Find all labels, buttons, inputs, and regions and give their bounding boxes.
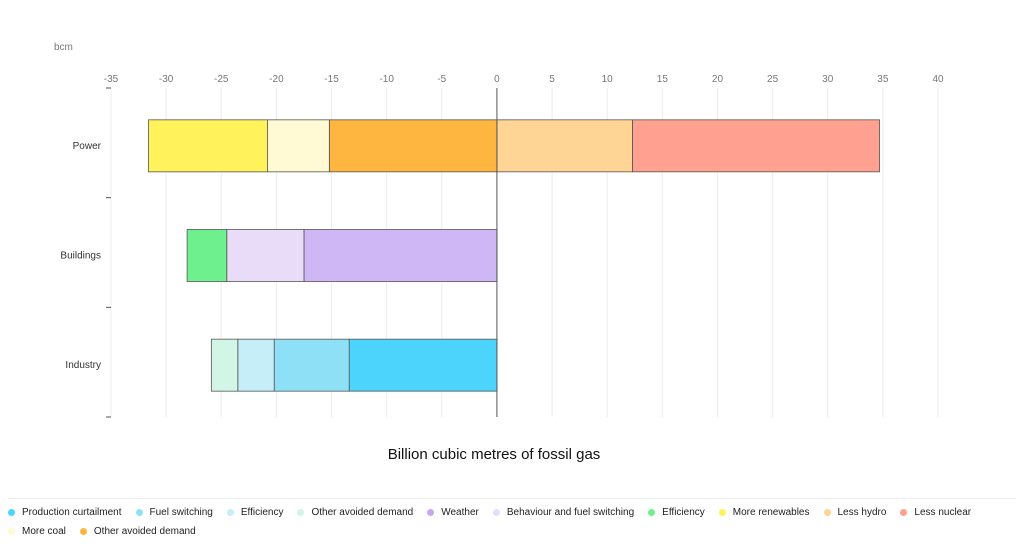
bar-segment — [273, 338, 350, 392]
legend-label: Fuel switching — [149, 506, 213, 518]
x-tick-label: 20 — [712, 74, 724, 85]
legend-item: Production curtailment — [8, 506, 122, 518]
legend-swatch — [900, 508, 908, 516]
bar-segment — [303, 229, 498, 282]
legend-item: Other avoided demand — [79, 525, 196, 537]
legend-swatch — [79, 527, 87, 535]
legend-label: Less nuclear — [914, 506, 972, 518]
legend-swatch — [135, 508, 143, 516]
unit-label: bcm — [54, 42, 73, 53]
legend-label: Behaviour and fuel switching — [506, 506, 635, 518]
legend-label: More renewables — [732, 506, 810, 518]
legend-swatch — [297, 508, 305, 516]
x-tick-label: 40 — [932, 74, 944, 85]
x-tick-label: 25 — [767, 74, 779, 85]
legend-item: More renewables — [718, 506, 810, 518]
legend-swatch — [8, 508, 15, 516]
x-tick-label: -35 — [104, 74, 119, 85]
legend-swatch — [718, 508, 726, 516]
x-tick-label: -5 — [437, 74, 446, 85]
x-tick-label: 10 — [602, 74, 614, 85]
legend-label: Weather — [441, 506, 479, 518]
bar-segment — [328, 119, 498, 173]
legend-item: More coal — [8, 525, 66, 537]
bar-segment — [186, 229, 228, 282]
x-tick-label: -10 — [379, 74, 394, 85]
x-tick-label: 0 — [494, 74, 500, 85]
legend-item: Other avoided demand — [297, 506, 414, 518]
x-tick-label: 30 — [822, 74, 834, 85]
bar-segment — [237, 338, 275, 392]
x-tick-label: -30 — [159, 74, 174, 85]
y-axis — [106, 87, 498, 418]
bar-segment — [632, 119, 880, 173]
legend-label: More coal — [22, 525, 66, 537]
legend-label: Efficiency — [662, 506, 705, 518]
legend-item: Weather — [427, 506, 479, 518]
legend-label: Production curtailment — [22, 506, 122, 518]
bars — [148, 119, 880, 392]
legend-swatch — [8, 527, 15, 535]
category-label: Buildings — [60, 251, 101, 262]
x-tick-label: -20 — [269, 74, 284, 85]
bar-segment — [226, 229, 305, 282]
bar-segment — [496, 119, 633, 173]
legend-item: Fuel switching — [135, 506, 213, 518]
legend-swatch — [226, 508, 234, 516]
category-label: Power — [73, 141, 102, 152]
legend-item: Efficiency — [226, 506, 284, 518]
legend-label: Efficiency — [240, 506, 284, 518]
legend-swatch — [648, 508, 656, 516]
bar-segment — [148, 119, 268, 173]
legend-item: Less nuclear — [900, 506, 972, 518]
category-label: Industry — [65, 360, 101, 371]
bar-segment — [210, 338, 239, 392]
legend-item: Less hydro — [823, 506, 887, 518]
legend-label: Less hydro — [837, 506, 887, 518]
x-tick-label: -15 — [324, 74, 339, 85]
x-axis-ticks: -35 -30 -25 -20 -15 -10 -5 0 5 10 15 20 25 30 35 40 — [104, 74, 944, 85]
x-tick-label: 5 — [549, 74, 555, 85]
legend-label: Other avoided demand — [311, 506, 414, 518]
bar-segment — [348, 338, 498, 392]
legend-item: Efficiency — [648, 506, 705, 518]
legend-swatch — [427, 508, 435, 516]
x-axis-title: Billion cubic metres of fossil gas — [388, 446, 601, 463]
x-tick-label: 15 — [657, 74, 669, 85]
legend-swatch — [492, 508, 500, 516]
bar-segment — [267, 119, 330, 173]
category-labels: Power Buildings Industry — [60, 141, 101, 371]
chart: bcm -35 -30 -25 -20 -15 -10 -5 0 5 10 15 20 25 30 35 40… — [54, 42, 944, 463]
x-tick-label: -25 — [214, 74, 229, 85]
legend-label: Other avoided demand — [93, 525, 196, 537]
x-tick-label: 35 — [877, 74, 889, 85]
legend-swatch — [823, 508, 831, 516]
legend: Production curtailment Fuel switching Effi… — [8, 498, 1016, 545]
legend-item: Behaviour and fuel switching — [492, 506, 635, 518]
